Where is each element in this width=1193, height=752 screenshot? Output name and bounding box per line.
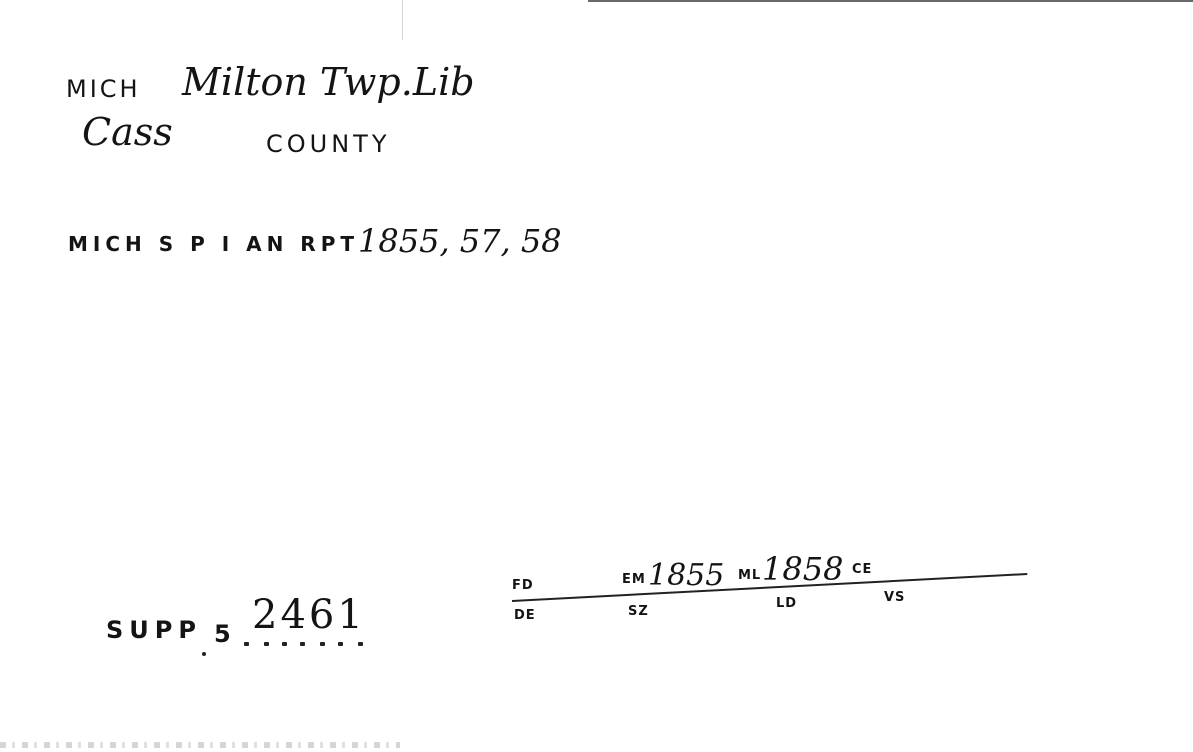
- top-tick-mark: [402, 0, 403, 40]
- supp-number: 5: [214, 620, 231, 648]
- source-label: MICH S P I AN RPT: [68, 232, 359, 256]
- field-ce: CE: [852, 562, 873, 577]
- stray-dot: [202, 652, 206, 656]
- field-ml: ML: [738, 568, 762, 583]
- county-name: Cass: [82, 110, 173, 154]
- field-em-value: 1855: [648, 558, 725, 593]
- field-ld: LD: [776, 596, 798, 611]
- field-ml-value: 1858: [762, 550, 844, 588]
- supp-label: SUPP: [106, 616, 202, 644]
- state-abbrev: MICH: [66, 75, 141, 103]
- field-fd: FD: [512, 578, 534, 593]
- field-de: DE: [514, 608, 536, 623]
- library-name: Milton Twp.Lib: [182, 60, 475, 104]
- bottom-scan-noise: [0, 742, 400, 748]
- county-label: COUNTY: [266, 130, 391, 158]
- field-sz: SZ: [628, 604, 649, 619]
- supp-code: 2461: [252, 592, 366, 638]
- top-edge-line: [588, 0, 1193, 2]
- source-years: 1855, 57, 58: [358, 222, 562, 260]
- field-em: EM: [622, 572, 646, 587]
- field-vs: VS: [884, 590, 906, 605]
- code-underline-dots: [244, 642, 372, 652]
